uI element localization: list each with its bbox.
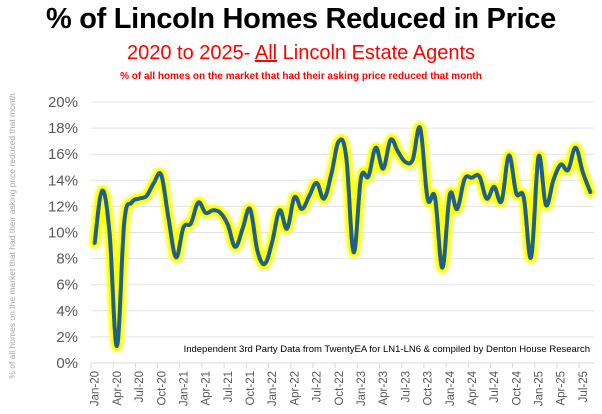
x-tick-label: Oct-23 xyxy=(423,371,435,406)
x-tick-label: Jul-20 xyxy=(134,371,146,402)
x-tick-label: Jan-23 xyxy=(356,371,368,406)
x-tick-label: Oct-21 xyxy=(245,371,257,406)
x-tick-label: Jan-25 xyxy=(534,371,546,406)
y-tick-label: 14% xyxy=(48,172,78,189)
y-tick-label: 4% xyxy=(56,303,78,320)
chart-subtitle: 2020 to 2025- All Lincoln Estate Agents xyxy=(0,42,602,65)
x-tick-label: Jul-21 xyxy=(223,371,235,402)
x-tick-label: Jul-23 xyxy=(400,371,412,402)
x-axis xyxy=(90,362,594,368)
y-tick-label: 20% xyxy=(48,94,78,111)
x-tick-label: Apr-24 xyxy=(467,370,479,405)
x-tick-label: Apr-20 xyxy=(112,371,124,406)
y-tick-label: 2% xyxy=(56,329,78,346)
subtitle-prefix: 2020 to 2025- xyxy=(126,42,255,64)
source-annotation: Independent 3rd Party Data from TwentyEA… xyxy=(184,344,590,355)
y-tick-label: 18% xyxy=(48,120,78,137)
x-tick-label: Jan-24 xyxy=(445,370,457,406)
y-axis-ticks: 0% 2% 4% 6% 8% 10% 12% 14% 16% 18% 20% xyxy=(48,94,78,372)
y-tick-label: 0% xyxy=(56,355,78,372)
y-tick-label: 6% xyxy=(56,277,78,294)
x-tick-label: Jan-22 xyxy=(267,371,279,406)
x-tick-label: Apr-23 xyxy=(378,371,390,406)
series-line xyxy=(92,125,593,349)
series-group xyxy=(89,121,596,352)
chart-title: % of Lincoln Homes Reduced in Price xyxy=(46,3,556,35)
x-tick-label: Apr-25 xyxy=(556,371,568,406)
x-tick-label: Oct-22 xyxy=(334,371,346,406)
y-tick-label: 12% xyxy=(48,198,78,215)
chart-subnote: % of all homes on the market that had th… xyxy=(120,71,482,82)
subtitle-underlined: All xyxy=(254,42,278,64)
subtitle-suffix: Lincoln Estate Agents xyxy=(277,42,476,64)
y-tick-label: 10% xyxy=(48,225,78,242)
x-axis-tick-labels: Jan-20 Apr-20 Jul-20 Oct-20 Jan-21 Apr-21 Jul-… xyxy=(90,370,590,406)
x-tick-label: Jul-25 xyxy=(578,371,590,402)
x-tick-label: Jul-24 xyxy=(489,370,501,402)
x-tick-label: Oct-24 xyxy=(511,370,523,405)
x-tick-label: Apr-21 xyxy=(201,371,213,406)
y-tick-label: 8% xyxy=(56,251,78,268)
x-tick-label: Oct-20 xyxy=(156,371,168,406)
x-tick-label: Jul-22 xyxy=(312,371,324,402)
x-tick-label: Apr-22 xyxy=(289,371,301,406)
x-tick-label: Jan-21 xyxy=(178,371,190,406)
y-tick-label: 16% xyxy=(48,146,78,163)
x-tick-label: Jan-20 xyxy=(90,371,102,406)
